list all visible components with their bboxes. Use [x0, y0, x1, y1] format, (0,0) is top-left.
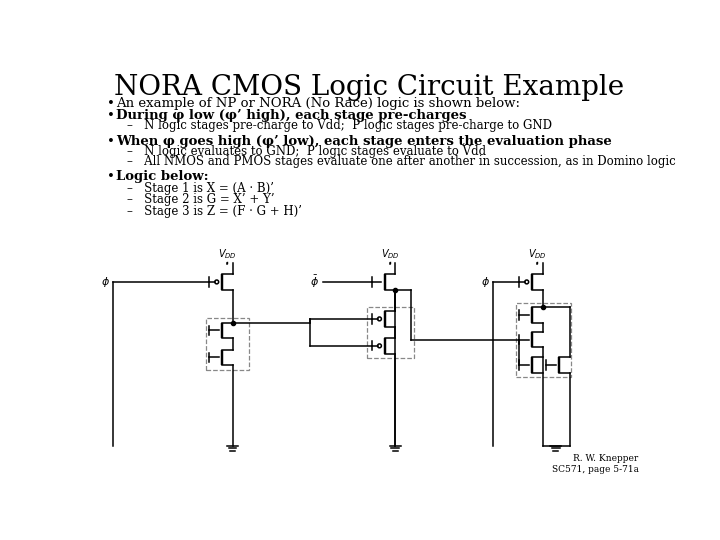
Text: $\bar{\phi}$: $\bar{\phi}$ — [310, 274, 320, 290]
Text: •: • — [107, 110, 115, 123]
Bar — [516, 303, 570, 377]
Text: –   N logic stages pre-charge to Vdd;  P logic stages pre-charge to GND: – N logic stages pre-charge to Vdd; P lo… — [127, 119, 552, 132]
Text: –   All NMOS and PMOS stages evaluate one after another in succession, as in Dom: – All NMOS and PMOS stages evaluate one … — [127, 155, 676, 168]
Text: •: • — [107, 97, 115, 110]
Text: –   Stage 1 is X = (A · B)’: – Stage 1 is X = (A · B)’ — [127, 182, 274, 195]
Text: When φ goes high (φ’ low), each stage enters the evaluation phase: When φ goes high (φ’ low), each stage en… — [117, 135, 612, 148]
Text: An example of NP or NORA (No Race) logic is shown below:: An example of NP or NORA (No Race) logic… — [117, 97, 521, 110]
Text: $V_{DD}$: $V_{DD}$ — [381, 247, 400, 261]
Text: –   Stage 3 is Z = (F · G + H)’: – Stage 3 is Z = (F · G + H)’ — [127, 205, 302, 218]
Bar — [367, 307, 414, 358]
Text: –   N logic evaluates to GND;  P logic stages evaluate to Vdd: – N logic evaluates to GND; P logic stag… — [127, 145, 486, 158]
Text: Logic below:: Logic below: — [117, 170, 209, 183]
Text: $V_{DD}$: $V_{DD}$ — [217, 247, 237, 261]
Text: $\phi$: $\phi$ — [481, 275, 490, 289]
Text: R. W. Knepper
SC571, page 5-71a: R. W. Knepper SC571, page 5-71a — [552, 454, 639, 475]
Text: NORA CMOS Logic Circuit Example: NORA CMOS Logic Circuit Example — [114, 74, 624, 101]
Bar — [206, 318, 249, 370]
Text: $\phi$: $\phi$ — [102, 275, 110, 289]
Text: $V_{DD}$: $V_{DD}$ — [528, 247, 546, 261]
Text: •: • — [107, 135, 115, 148]
Text: During φ low (φ’ high), each stage pre-charges: During φ low (φ’ high), each stage pre-c… — [117, 110, 467, 123]
Text: –   Stage 2 is G = X’ + Y’: – Stage 2 is G = X’ + Y’ — [127, 193, 275, 206]
Text: •: • — [107, 170, 115, 183]
